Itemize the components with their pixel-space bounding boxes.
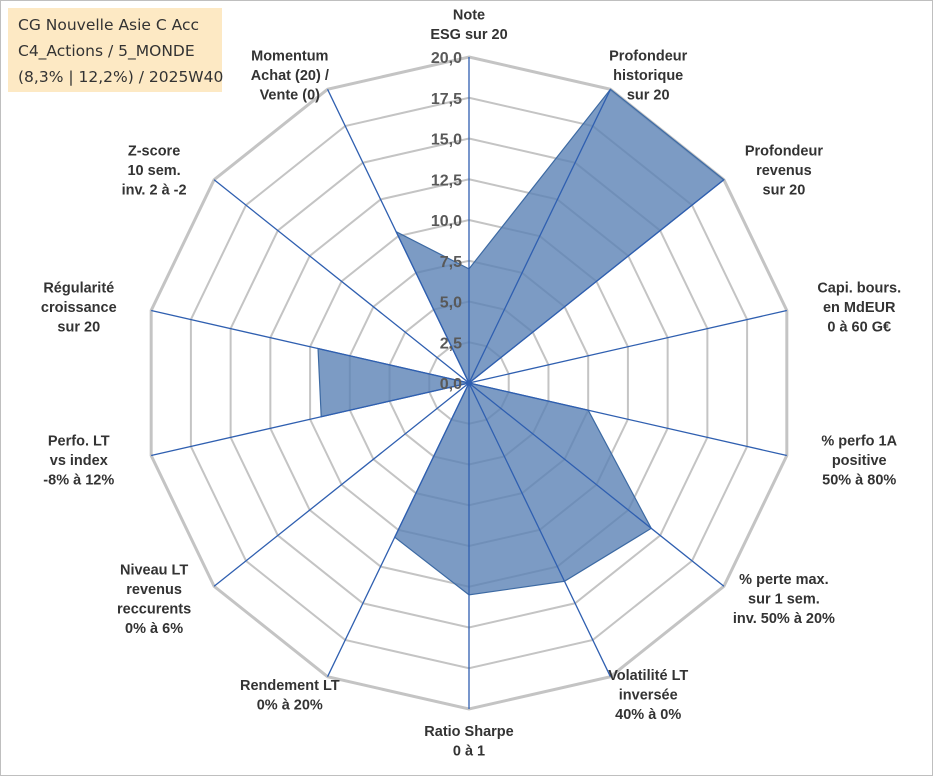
axis-label-line: sur 20 bbox=[763, 182, 806, 198]
axis-label-line: Régularité bbox=[43, 280, 114, 296]
axis-label-line: inversée bbox=[619, 688, 678, 704]
tick-label: 12,5 bbox=[431, 172, 462, 189]
axis-label-line: -8% à 12% bbox=[43, 472, 114, 488]
radial-tick-labels: 0,0 2,5 5,0 7,5 10,0 12,5 15,0 17,5 20,0 bbox=[431, 50, 462, 393]
axis-spoke bbox=[326, 382, 470, 677]
axis-label: Z-score 10 sem. inv. 2 à -2 bbox=[122, 143, 187, 198]
fund-info-box: CG Nouvelle Asie C Acc C4_Actions / 5_MO… bbox=[8, 8, 224, 92]
fund-stats: (8,3% | 12,2%) / 2025W40 bbox=[18, 68, 224, 86]
axis-spoke bbox=[468, 382, 725, 587]
axis-spoke bbox=[213, 382, 470, 587]
fund-name: CG Nouvelle Asie C Acc bbox=[18, 16, 200, 34]
axis-label-line: inv. 50% à 20% bbox=[733, 611, 835, 627]
axis-spoke bbox=[326, 89, 470, 384]
tick-label: 17,5 bbox=[431, 91, 462, 108]
axis-label-line: sur 20 bbox=[627, 87, 670, 103]
axis-label: Capi. bours. en MdEUR 0 à 60 G€ bbox=[817, 280, 901, 335]
axis-label-line: sur 20 bbox=[57, 319, 100, 335]
axis-label-line: historique bbox=[613, 68, 683, 84]
axis-label-line: croissance bbox=[41, 300, 117, 316]
axis-label: Volatilité LT inversée 40% à 0% bbox=[608, 668, 688, 723]
axis-label: Profondeur revenus sur 20 bbox=[745, 143, 823, 198]
axis-label-line: % perte max. bbox=[739, 572, 828, 588]
axis-spoke bbox=[468, 89, 612, 384]
tick-label: 10,0 bbox=[431, 213, 462, 230]
axis-label-line: Ratio Sharpe bbox=[424, 724, 513, 740]
axis-label-line: Profondeur bbox=[745, 143, 823, 159]
tick-label: 20,0 bbox=[431, 50, 462, 67]
axis-labels: Note ESG sur 20 Profondeur historique sur 20… bbox=[41, 8, 901, 760]
tick-label: 0,0 bbox=[440, 376, 462, 393]
axis-label-line: sur 1 sem. bbox=[748, 592, 820, 608]
axis-label-line: Profondeur bbox=[609, 48, 687, 64]
tick-label: 15,0 bbox=[431, 132, 462, 149]
axis-label: Niveau LT revenus reccurents 0% à 6% bbox=[117, 562, 191, 637]
axis-spoke bbox=[151, 382, 470, 457]
axis-label-line: revenus bbox=[126, 582, 182, 598]
tick-label: 5,0 bbox=[440, 295, 462, 312]
axis-label-line: Achat (20) / bbox=[251, 68, 329, 84]
axis-label: Rendement LT 0% à 20% bbox=[240, 678, 340, 714]
axis-label-line: Niveau LT bbox=[120, 562, 188, 578]
axis-label: Momentum Achat (20) / Vente (0) bbox=[251, 48, 329, 103]
axis-label-line: % perfo 1A bbox=[821, 433, 897, 449]
axis-label-line: 10 sem. bbox=[127, 163, 180, 179]
axis-label-line: inv. 2 à -2 bbox=[122, 182, 187, 198]
axis-label: Perfo. LT vs index -8% à 12% bbox=[43, 433, 114, 488]
axis-spoke bbox=[468, 179, 725, 384]
axis-label-line: positive bbox=[832, 453, 887, 469]
axis-label-line: ESG sur 20 bbox=[430, 27, 507, 43]
axis-label-line: Note bbox=[453, 8, 485, 24]
axis-spoke bbox=[468, 309, 787, 384]
axis-label: Ratio Sharpe 0 à 1 bbox=[424, 724, 513, 760]
axis-label: Note ESG sur 20 bbox=[430, 8, 507, 44]
axis-label-line: en MdEUR bbox=[823, 300, 896, 316]
axis-label-line: 0 à 60 G€ bbox=[827, 319, 891, 335]
tick-label: 2,5 bbox=[440, 335, 462, 352]
axis-label-line: Capi. bours. bbox=[817, 280, 901, 296]
axis-label: % perfo 1A positive 50% à 80% bbox=[821, 433, 897, 488]
axis-label-line: 0% à 20% bbox=[257, 697, 323, 713]
axis-label-line: 0% à 6% bbox=[125, 621, 183, 637]
fund-category: C4_Actions / 5_MONDE bbox=[18, 42, 195, 60]
axis-label: Régularité croissance sur 20 bbox=[41, 280, 117, 335]
tick-label: 7,5 bbox=[440, 254, 462, 271]
radar-spokes bbox=[151, 57, 787, 709]
axis-label-line: Vente (0) bbox=[260, 87, 321, 103]
axis-label: Profondeur historique sur 20 bbox=[609, 48, 687, 103]
axis-label-line: Rendement LT bbox=[240, 678, 340, 694]
axis-label-line: Z-score bbox=[128, 143, 180, 159]
axis-label-line: vs index bbox=[50, 453, 108, 469]
axis-spoke bbox=[151, 309, 470, 384]
axis-spoke bbox=[213, 179, 470, 384]
axis-label-line: 50% à 80% bbox=[822, 472, 896, 488]
axis-label-line: 40% à 0% bbox=[615, 707, 681, 723]
axis-label-line: revenus bbox=[756, 163, 812, 179]
axis-spoke bbox=[468, 382, 612, 677]
axis-label-line: Momentum bbox=[251, 48, 328, 64]
axis-label-line: Volatilité LT bbox=[608, 668, 688, 684]
axis-label-line: Perfo. LT bbox=[48, 433, 110, 449]
axis-spoke bbox=[468, 382, 787, 457]
axis-label-line: 0 à 1 bbox=[453, 744, 485, 760]
axis-label-line: reccurents bbox=[117, 601, 191, 617]
axis-label: % perte max. sur 1 sem. inv. 50% à 20% bbox=[733, 572, 835, 627]
